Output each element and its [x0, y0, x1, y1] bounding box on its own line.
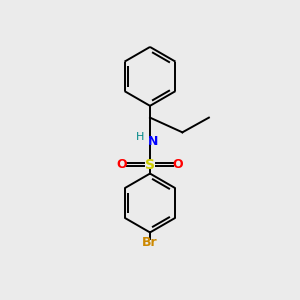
Text: O: O [117, 158, 127, 171]
Text: O: O [173, 158, 183, 171]
Text: Br: Br [142, 236, 158, 249]
Text: H: H [136, 132, 144, 142]
Text: N: N [148, 135, 158, 148]
Text: S: S [145, 158, 155, 172]
